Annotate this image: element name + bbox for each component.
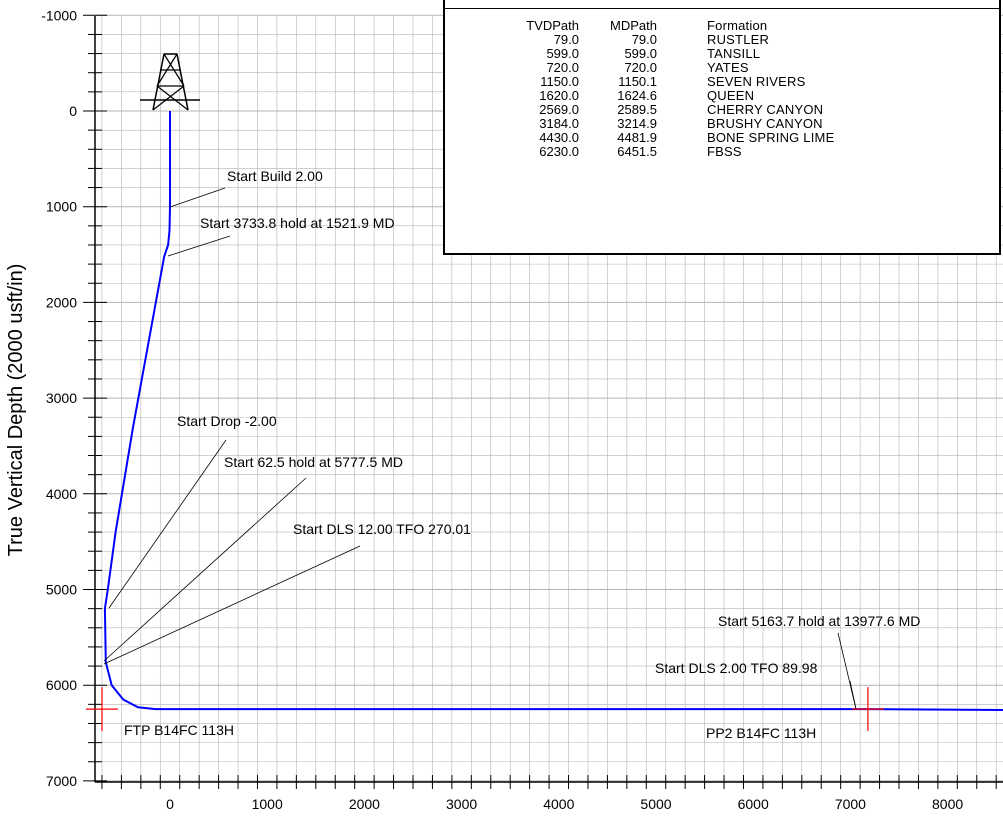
target-label: PP2 B14FC 113H [706, 725, 816, 741]
formation-table-header-bar [445, 0, 999, 9]
grid [95, 14, 1003, 782]
annotation-label: Start DLS 2.00 TFO 89.98 [655, 660, 818, 676]
tvd-cell: 2569.0 [539, 102, 579, 117]
formation-cell: BONE SPRING LIME [707, 130, 835, 145]
tvd-cell: 79.0 [553, 32, 579, 47]
y-tick-label: 6000 [46, 677, 77, 693]
x-tick-label: 6000 [738, 796, 769, 812]
annotation-label: Start 5163.7 hold at 13977.6 MD [718, 613, 920, 629]
tvd-cell: 4430.0 [539, 130, 579, 145]
formation-cell: QUEEN [707, 88, 755, 103]
formation-cell: YATES [707, 60, 749, 75]
annotation-label: Start 62.5 hold at 5777.5 MD [224, 454, 403, 470]
y-tick-label: 7000 [46, 773, 77, 789]
formation-cell: RUSTLER [707, 32, 770, 47]
annotation-label: Start Build 2.00 [227, 168, 323, 184]
annotation-leader [167, 235, 231, 257]
formation-table: TVDPath MDPath Formation 79.0 79.0 RUSTLER… [443, 0, 1001, 255]
target-label: FTP B14FC 113H [124, 722, 234, 738]
annotation-label: Start DLS 12.00 TFO 270.01 [293, 521, 471, 537]
annotation-leader [103, 477, 307, 662]
annotation-leader [849, 680, 857, 710]
formation-table-grid: TVDPath MDPath Formation 79.0 79.0 RUSTLER… [495, 19, 834, 159]
formation-table-row: 720.0 720.0 YATES [495, 61, 834, 75]
y-tick-label: 3000 [46, 390, 77, 406]
x-tick-label: 5000 [640, 796, 671, 812]
formation-table-row: 4430.0 4481.9 BONE SPRING LIME [495, 131, 834, 145]
tvd-cell: 3184.0 [539, 116, 579, 131]
formation-cell: FBSS [707, 144, 742, 159]
annotation-label: Start Drop -2.00 [177, 413, 277, 429]
formation-table-row: 6230.0 6451.5 FBSS [495, 145, 834, 159]
tvd-cell: 1620.0 [539, 88, 579, 103]
tvd-cell: 720.0 [546, 60, 579, 75]
md-cell: 4481.9 [617, 130, 657, 145]
formation-table-row: 79.0 79.0 RUSTLER [495, 33, 834, 47]
axes: 0 1000 2000 3000 4000 5000 6000 7000 8000 -1000 0 1… [41, 7, 1003, 812]
formation-cell: CHERRY CANYON [707, 102, 824, 117]
formation-header: Formation [707, 18, 768, 33]
x-tick-label: 4000 [543, 796, 574, 812]
formation-cell: TANSILL [707, 46, 761, 61]
annotation-label: Start 3733.8 hold at 1521.9 MD [200, 215, 395, 231]
x-tick-label: 7000 [835, 796, 866, 812]
y-tick-label: 0 [69, 103, 77, 119]
tvd-cell: 6230.0 [539, 144, 579, 159]
y-tick-label: 2000 [46, 294, 77, 310]
formation-table-row: 2569.0 2589.5 CHERRY CANYON [495, 103, 834, 117]
md-cell: 6451.5 [617, 144, 657, 159]
md-cell: 3214.9 [617, 116, 657, 131]
formation-cell: BRUSHY CANYON [707, 116, 823, 131]
x-tick-label: 0 [166, 796, 174, 812]
well-path [103, 111, 1003, 712]
md-header: MDPath [610, 18, 657, 33]
tvd-cell: 599.0 [546, 46, 579, 61]
drilling-rig-icon [140, 53, 200, 111]
y-tick-label: 1000 [46, 199, 77, 215]
annotation-leader [169, 187, 226, 208]
formation-cell: SEVEN RIVERS [707, 74, 806, 89]
x-tick-label: 2000 [349, 796, 380, 812]
y-tick-label: 5000 [46, 582, 77, 598]
md-cell: 2589.5 [617, 102, 657, 117]
tvd-cell: 1150.0 [540, 74, 579, 89]
md-cell: 1150.1 [618, 74, 657, 89]
formation-table-row: 3184.0 3214.9 BRUSHY CANYON [495, 117, 834, 131]
formation-table-header-row: TVDPath MDPath Formation [495, 19, 834, 33]
y-axis-label: True Vertical Depth (2000 usft/in) [5, 264, 27, 557]
x-tick-label: 1000 [252, 796, 283, 812]
y-tick-label: 4000 [46, 486, 77, 502]
formation-table-row: 1150.0 1150.1 SEVEN RIVERS [495, 75, 834, 89]
formation-table-row: 599.0 599.0 TANSILL [495, 47, 834, 61]
annotation-leader [108, 439, 227, 609]
x-tick-label: 3000 [446, 796, 477, 812]
x-tick-label: 8000 [932, 796, 963, 812]
md-cell: 79.0 [631, 32, 657, 47]
annotation-leader [103, 545, 361, 665]
annotations: Start Build 2.00 Start 3733.8 hold at 152… [103, 168, 920, 710]
md-cell: 720.0 [624, 60, 657, 75]
y-tick-label: -1000 [41, 7, 77, 23]
md-cell: 1624.6 [617, 88, 657, 103]
tvd-header: TVDPath [526, 18, 579, 33]
md-cell: 599.0 [624, 46, 657, 61]
targets: FTP B14FC 113H PP2 B14FC 113H [85, 687, 884, 741]
well-path-line [103, 111, 1003, 712]
formation-table-row: 1620.0 1624.6 QUEEN [495, 89, 834, 103]
